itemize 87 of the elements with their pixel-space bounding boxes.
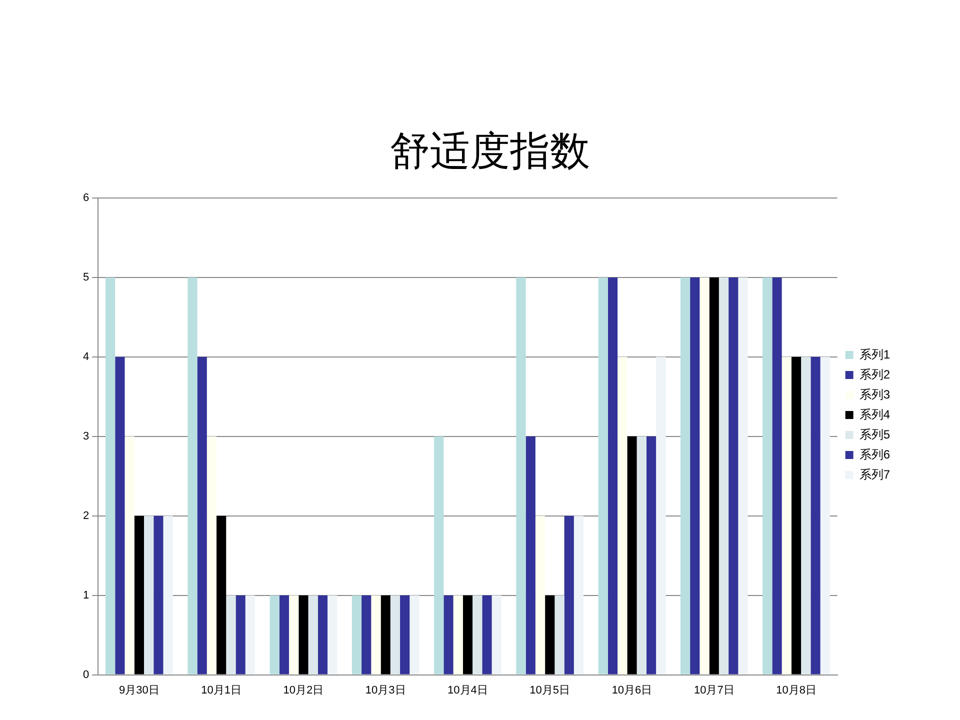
bar [574, 516, 584, 674]
legend-label: 系列2 [859, 367, 890, 382]
bar [526, 436, 536, 674]
bar [680, 277, 690, 674]
bar [352, 595, 362, 674]
bar [453, 595, 463, 674]
bar [728, 277, 738, 674]
bar [226, 595, 236, 674]
bar [318, 595, 328, 674]
bar [646, 436, 656, 674]
bar [564, 516, 574, 674]
legend-label: 系列1 [859, 347, 890, 362]
y-tick-label: 2 [82, 510, 90, 522]
x-tick-label: 10月3日 [365, 684, 406, 696]
bar [718, 277, 729, 674]
x-tick-label: 10月8日 [776, 684, 816, 696]
legend-label: 系列3 [859, 387, 890, 402]
bar [216, 516, 226, 674]
bar [154, 516, 164, 674]
bar [462, 595, 473, 674]
bar [390, 595, 400, 674]
bar [380, 595, 390, 674]
bar [236, 595, 246, 674]
bar [124, 436, 134, 674]
bar [656, 356, 666, 674]
bar [598, 277, 608, 674]
bar [554, 595, 564, 674]
bar [434, 436, 444, 674]
bar [163, 516, 173, 674]
bar [820, 356, 830, 674]
bar [106, 277, 116, 674]
x-tick-label: 9月30日 [119, 684, 160, 696]
bar [188, 277, 198, 674]
bar [535, 516, 546, 674]
bar [627, 436, 637, 674]
bar [400, 595, 410, 674]
bar [144, 516, 154, 674]
bar [362, 595, 372, 674]
bar [608, 277, 618, 674]
bar [636, 436, 646, 674]
x-tick-label: 10月1日 [201, 684, 242, 696]
y-tick-label: 1 [82, 589, 90, 602]
x-tick-label: 10月5日 [530, 684, 570, 696]
bar [738, 277, 748, 674]
bar [482, 595, 492, 674]
y-tick-label: 5 [82, 272, 90, 284]
bar [289, 595, 299, 674]
bar [206, 436, 217, 674]
bar [709, 277, 719, 674]
y-tick-label: 4 [82, 350, 90, 363]
bar [279, 595, 290, 674]
y-tick-label: 0 [82, 668, 90, 681]
x-tick-label: 10月4日 [448, 684, 488, 696]
bar [516, 277, 526, 674]
bar [308, 595, 318, 674]
y-tick-label: 6 [82, 192, 90, 204]
bar [298, 595, 308, 674]
y-tick-label: 3 [82, 430, 90, 442]
bar [700, 277, 710, 674]
bar [328, 595, 338, 674]
legend-label: 系列6 [859, 447, 890, 462]
bar [115, 356, 125, 674]
bar [492, 595, 502, 674]
bar [245, 595, 255, 674]
bar [270, 595, 280, 674]
bar [801, 356, 811, 674]
chart-title: 舒适度指数 [390, 128, 590, 174]
bar [134, 516, 144, 674]
x-tick-label: 10月6日 [612, 684, 652, 696]
x-tick-label: 10月7日 [694, 684, 734, 696]
bar [810, 356, 820, 674]
legend-label: 系列4 [859, 407, 890, 422]
legend-label: 系列7 [859, 467, 890, 482]
bar [772, 277, 782, 674]
legend-label: 系列5 [859, 427, 890, 442]
x-tick-label: 10月2日 [283, 684, 324, 696]
bar [545, 595, 555, 674]
bar [762, 277, 772, 674]
bar [690, 277, 700, 674]
bar [791, 356, 802, 674]
bar [618, 356, 628, 674]
bar [782, 356, 792, 674]
bar [410, 595, 420, 674]
bar [371, 595, 381, 674]
bar [444, 595, 454, 674]
bar [197, 356, 207, 674]
bar [472, 595, 482, 674]
